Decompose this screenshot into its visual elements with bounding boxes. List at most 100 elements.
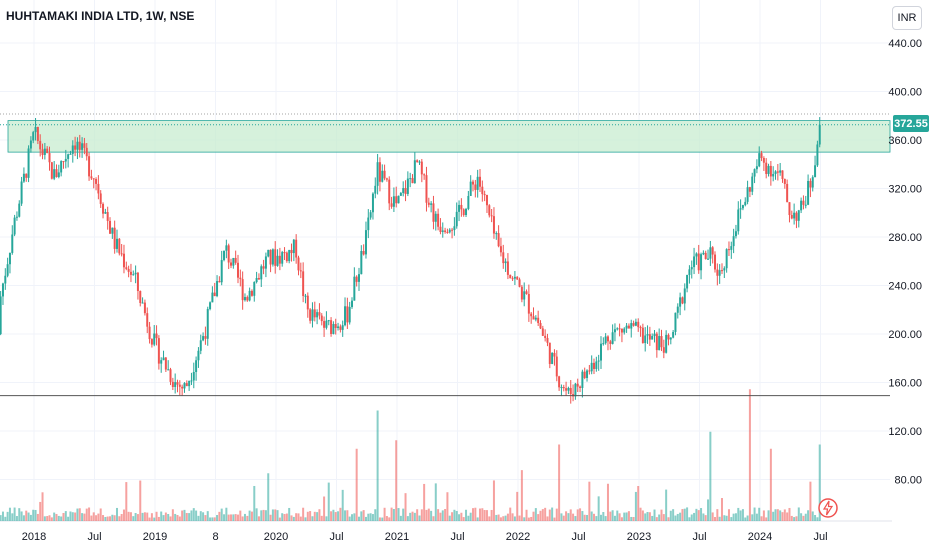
candle [655, 331, 658, 358]
candle [81, 137, 84, 158]
candle [730, 241, 733, 259]
volume-bar [497, 514, 500, 521]
volume-bar [313, 511, 316, 521]
candle [171, 377, 174, 391]
volume-bar [15, 516, 18, 521]
volume-bar [199, 511, 202, 521]
candle [164, 357, 167, 373]
candle [397, 195, 400, 204]
volume-bar [537, 514, 540, 521]
candle [213, 282, 216, 297]
volume-bar [202, 512, 205, 521]
candle [385, 177, 388, 182]
candle [290, 243, 293, 262]
candle [758, 146, 761, 168]
candle [441, 222, 444, 238]
volume-bar [781, 512, 784, 521]
candle [29, 136, 32, 153]
candle [579, 385, 582, 393]
volume-bar [388, 517, 391, 521]
volume-bar [250, 511, 253, 521]
candle [667, 333, 670, 346]
candle [569, 380, 572, 404]
volume-bar [795, 516, 798, 521]
candle [753, 168, 756, 184]
candle [71, 140, 74, 163]
candle [790, 210, 793, 220]
volume-bar [723, 515, 726, 521]
candle [402, 181, 405, 197]
candle [609, 339, 612, 350]
candle [741, 204, 744, 211]
volume-bar [430, 510, 433, 521]
volume-bar [755, 513, 758, 521]
volume-bar [257, 516, 260, 521]
volume-bar [525, 509, 528, 521]
candle [176, 379, 179, 393]
candle [588, 364, 591, 375]
volume-bar [18, 508, 21, 521]
candle [364, 221, 367, 259]
volume-bar [390, 507, 393, 521]
candle [686, 274, 689, 293]
candle [15, 211, 18, 221]
volume-bar [646, 512, 649, 521]
candle [381, 164, 384, 183]
candle [818, 117, 821, 148]
candle [518, 277, 521, 288]
candle [248, 287, 251, 302]
candle [814, 155, 817, 178]
volume-bar [141, 512, 144, 521]
candle [127, 265, 130, 278]
volume-bar [737, 507, 740, 521]
candle [197, 347, 200, 368]
volume-bar [383, 507, 386, 521]
volume-bar [0, 515, 2, 521]
volume-bar [364, 516, 367, 521]
volume-bar [674, 515, 677, 521]
y-tick-label: 320.00 [888, 184, 922, 196]
x-tick-label: 2021 [385, 531, 409, 543]
volume-bar [472, 508, 475, 521]
volume-bar [662, 514, 665, 521]
volume-bar [502, 516, 505, 521]
volume-bar [418, 515, 421, 521]
candle [150, 338, 153, 348]
volume-bar [634, 491, 637, 521]
candle [653, 329, 656, 343]
candle [697, 244, 700, 274]
candle [523, 282, 526, 307]
volume-bar [423, 483, 426, 521]
volume-bar [57, 515, 60, 521]
candle [304, 293, 307, 304]
volume-bar [411, 511, 414, 521]
volume-bar [758, 507, 761, 521]
candle [257, 273, 260, 280]
flash-icon[interactable] [817, 497, 839, 519]
candle [4, 268, 7, 290]
candle [83, 137, 86, 155]
candle [0, 290, 2, 336]
candle [225, 239, 228, 259]
volume-bar [85, 508, 88, 521]
candle [106, 206, 109, 230]
volume-bar [679, 512, 682, 521]
candle [246, 295, 249, 302]
volume-bar [465, 509, 468, 521]
volume-bar [695, 508, 698, 521]
volume-bar [786, 512, 789, 521]
x-tick-label: Jul [450, 531, 464, 543]
volume-bar [527, 517, 530, 521]
candle [188, 380, 191, 391]
symbol-title[interactable]: HUHTAMAKI INDIA LTD, 1W, NSE [6, 9, 195, 23]
volume-bar [453, 509, 456, 521]
candle [178, 380, 181, 396]
candle [467, 190, 470, 211]
candle [583, 367, 586, 380]
volume-bar [134, 513, 137, 521]
volume-bar [653, 509, 656, 521]
candle [102, 202, 105, 219]
currency-selector[interactable]: INR [892, 6, 922, 30]
candle [411, 174, 414, 184]
